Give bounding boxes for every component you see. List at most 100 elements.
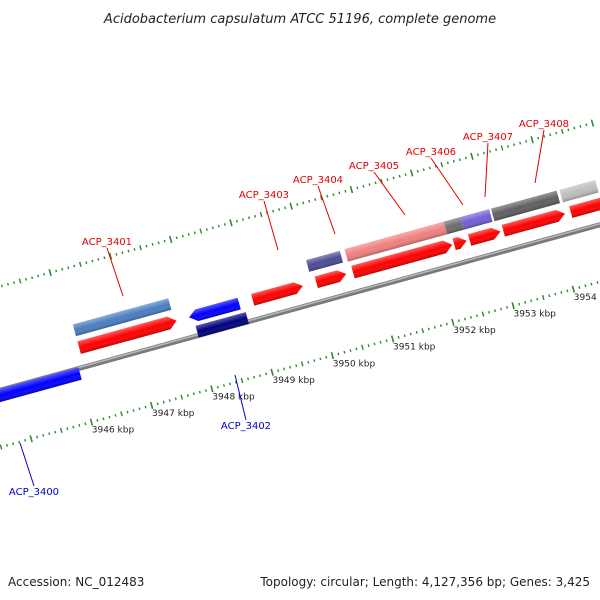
gene-label: ACP_3406 [406,147,456,158]
gene-leader-line [263,200,279,251]
outer-tick [0,284,3,288]
tick-label: 3950 kbp [333,359,376,369]
inner-tick [578,286,581,289]
gene-leader-line [373,171,406,216]
inner-tick [72,425,75,429]
outer-tick [151,243,154,246]
cog-3401 [72,298,172,337]
inner-tick [132,409,135,412]
outer-tick [31,276,34,280]
inner-tick [330,351,335,360]
outer-tick [416,169,419,173]
inner-tick [283,367,286,371]
cog-3408 [491,190,561,222]
outer-tick [579,125,582,128]
outer-tick [452,159,455,163]
outer-tick [296,203,299,206]
inner-tick [500,307,503,311]
inner-tick [511,302,515,310]
inner-tick [319,357,322,361]
inner-tick [216,385,219,389]
inner-tick [253,375,256,379]
gene-label: ACP_3405 [349,161,399,172]
outer-tick [254,214,257,218]
outer-tick [362,184,365,188]
outer-tick [217,224,220,228]
cds-forward-3405 [351,240,453,279]
inner-tick [596,281,599,284]
inner-tick [168,399,171,402]
outer-tick [272,209,275,213]
outer-tick [470,152,474,160]
outer-tick [374,181,377,185]
gene-leader-line [106,247,124,297]
outer-tick [519,141,522,145]
outer-tick [404,173,407,176]
outer-tick [500,145,504,151]
inner-tick [240,377,244,384]
inner-tick [180,394,184,400]
cds-forward-3401 [77,316,177,354]
outer-tick [43,272,46,276]
gene-leader-line [484,142,489,198]
cog-3406 [443,217,464,235]
inner-tick [149,401,154,410]
outer-tick [163,239,166,243]
outer-tick [193,231,196,235]
outer-tick [205,228,208,231]
gene-leader-line [19,442,35,487]
outer-tick [18,278,22,284]
inner-tick [349,349,352,352]
gene-label: ACP_3402 [221,421,271,432]
inner-tick [235,380,237,384]
outer-tick [37,274,40,278]
inner-tick [265,372,268,376]
inner-tick [536,297,539,301]
cog-3407 [460,209,493,230]
inner-tick [96,419,99,422]
gene-leader-line [430,157,464,206]
outer-tick [13,281,16,284]
inner-tick [506,306,509,309]
inner-tick [307,360,310,364]
inner-tick [421,328,425,334]
tick-label: 3948 kbp [212,393,255,403]
tick-track-outer [0,119,595,288]
inner-tick [367,344,370,348]
outer-tick [284,206,287,210]
inner-tick [247,377,250,381]
inner-tick [457,319,460,323]
cds-forward-3406 [452,237,467,251]
outer-tick [513,143,516,147]
outer-tick [278,208,281,211]
gene-label: ACP_3407 [463,132,513,143]
outer-tick [392,176,395,180]
inner-tick [156,402,159,406]
outer-tick [127,249,130,253]
outer-tick [422,168,425,171]
gene-label: ACP_3401 [82,237,132,248]
gene-label: ACP_3408 [519,119,569,130]
inner-tick [566,289,569,293]
outer-tick [308,199,311,203]
outer-tick [248,216,250,220]
inner-tick [385,339,388,343]
inner-tick [126,410,129,414]
inner-tick [78,424,81,427]
inner-tick [427,327,430,331]
gene-leader-line [234,374,247,421]
inner-tick [325,355,328,359]
inner-tick [228,382,231,386]
inner-tick [433,326,436,329]
outer-tick [560,128,564,134]
outer-tick [446,161,449,165]
inner-tick [541,294,545,301]
inner-tick [24,439,27,442]
inner-tick [571,285,576,293]
inner-tick [29,435,33,443]
outer-tick [223,223,226,226]
inner-tick [277,369,280,372]
inner-tick [198,390,201,394]
inner-tick [439,324,442,328]
outer-tick [289,202,293,210]
